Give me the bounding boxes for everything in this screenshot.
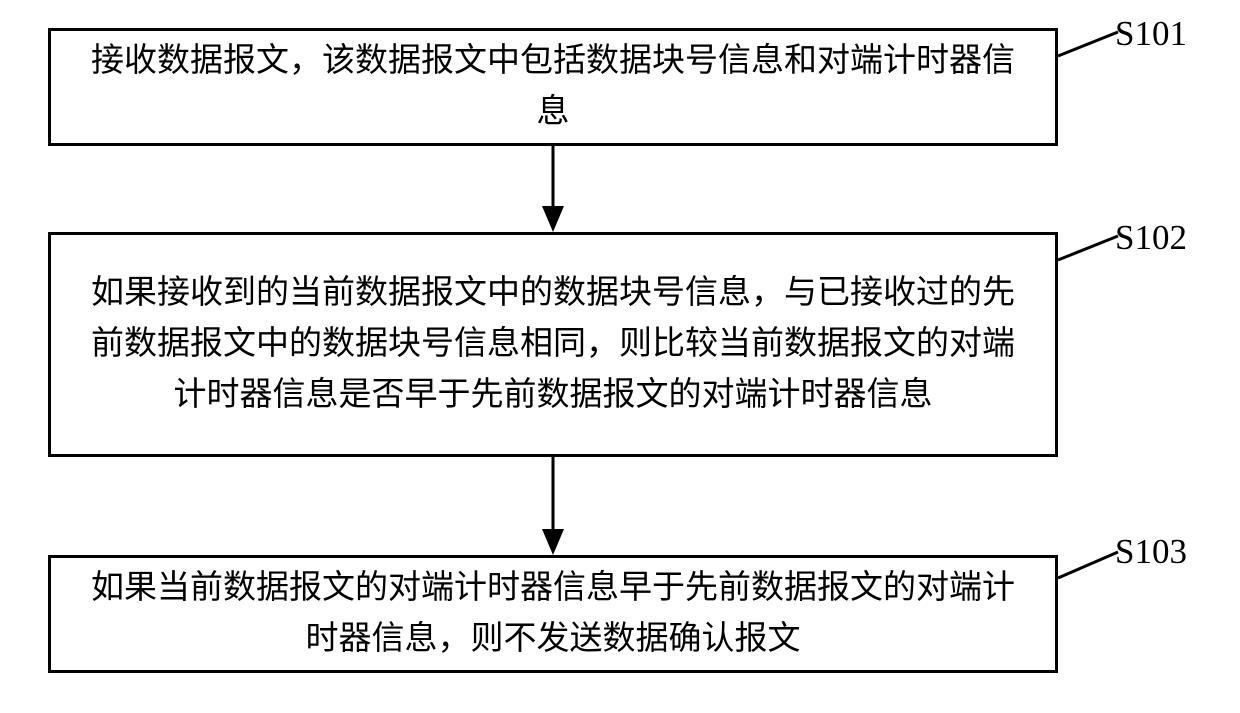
- connector-layer: [0, 0, 1240, 713]
- arrow-head-1: [542, 529, 564, 555]
- label-connector-0: [1058, 32, 1118, 56]
- arrow-head-0: [542, 206, 564, 232]
- flowchart-canvas: 接收数据报文，该数据报文中包括数据块号信息和对端计时器信息如果接收到的当前数据报…: [0, 0, 1240, 713]
- label-connector-1: [1058, 236, 1118, 260]
- label-connector-2: [1058, 552, 1118, 578]
